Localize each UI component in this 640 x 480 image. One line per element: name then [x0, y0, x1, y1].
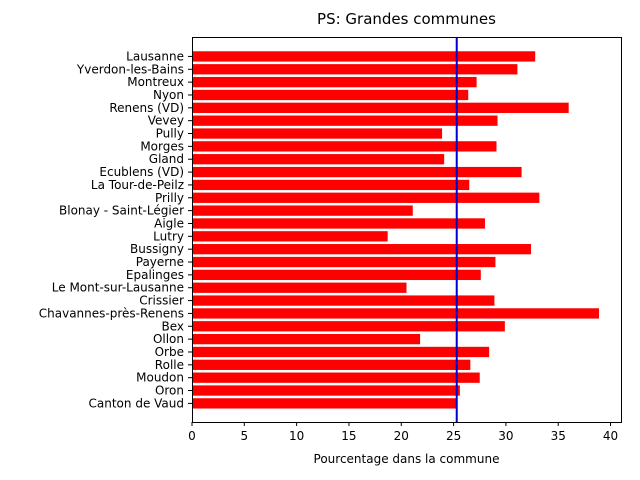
y-tick-label: Gland — [149, 152, 184, 166]
y-tick-label: Pully — [156, 127, 184, 141]
bar — [192, 89, 469, 101]
plot-frame — [192, 37, 622, 423]
y-tick-label: Ollon — [153, 332, 184, 346]
y-tick-label: Epalinges — [126, 268, 184, 282]
y-tick-label: Le Mont-sur-Lausanne — [52, 281, 184, 295]
bar — [192, 321, 505, 332]
bar — [192, 64, 518, 75]
y-tick-label: Aigle — [154, 216, 184, 230]
y-tick-label: La Tour-de-Peilz — [91, 178, 184, 192]
bar — [192, 231, 388, 242]
x-axis-label: Pourcentage dans la commune — [314, 452, 500, 466]
bar — [192, 398, 457, 409]
y-tick-label: Bex — [161, 319, 184, 333]
bar — [192, 295, 495, 306]
y-tick-label: Payerne — [136, 255, 184, 269]
x-tick-label: 5 — [240, 429, 248, 443]
y-tick-label: Orbe — [155, 345, 184, 359]
bar — [192, 385, 460, 396]
y-tick-label: Canton de Vaud — [89, 396, 184, 410]
bar — [192, 154, 445, 165]
x-tick-label: 0 — [188, 429, 196, 443]
bar — [192, 115, 498, 126]
bar — [192, 102, 569, 113]
y-tick-label: Yverdon-les-Bains — [76, 62, 184, 76]
y-tick-label: Crissier — [139, 294, 184, 308]
bar — [192, 269, 481, 281]
y-tick-label: Chavannes-près-Renens — [39, 306, 184, 320]
bar — [192, 76, 477, 88]
y-tick-label: Bussigny — [130, 242, 184, 256]
x-tick-label: 40 — [603, 429, 618, 443]
bars-group — [192, 51, 600, 409]
bar — [192, 256, 496, 268]
bar — [192, 346, 490, 358]
bar — [192, 359, 471, 370]
bar — [192, 179, 470, 191]
bar — [192, 244, 532, 255]
x-tick-label: 15 — [341, 429, 356, 443]
y-tick-label: Blonay - Saint-Légier — [59, 204, 184, 218]
bar — [192, 333, 421, 345]
y-tick-label: Lutry — [153, 229, 184, 243]
bar — [192, 166, 522, 178]
bar — [192, 218, 485, 229]
bar — [192, 192, 540, 203]
x-tick-label: 20 — [394, 429, 409, 443]
y-tick-label: Prilly — [155, 191, 184, 205]
bar — [192, 205, 413, 216]
y-tick-label: Lausanne — [126, 49, 184, 63]
y-tick-label: Moudon — [136, 371, 184, 385]
y-tick-label: Oron — [155, 384, 184, 398]
bar — [192, 51, 536, 62]
y-tick-label: Morges — [140, 139, 184, 153]
x-tick-label: 10 — [289, 429, 304, 443]
chart-title: PS: Grandes communes — [317, 10, 496, 28]
bar — [192, 372, 480, 383]
x-tick-label: 35 — [551, 429, 566, 443]
bar — [192, 141, 497, 152]
y-tick-label: Rolle — [155, 358, 184, 372]
y-tick-label: Montreux — [127, 75, 184, 89]
x-tick-label: 25 — [446, 429, 461, 443]
x-tick-label: 30 — [498, 429, 513, 443]
y-tick-label: Vevey — [148, 114, 184, 128]
y-axis: LausanneYverdon-les-BainsMontreuxNyonRen… — [39, 49, 192, 410]
bar — [192, 282, 407, 293]
y-tick-label: Renens (VD) — [109, 101, 184, 115]
y-tick-label: Ecublens (VD) — [99, 165, 184, 179]
x-axis: 0 5 10 15 20 25 30 35 40 — [188, 422, 618, 443]
bar — [192, 128, 443, 139]
bar — [192, 308, 600, 319]
y-tick-label: Nyon — [153, 88, 184, 102]
